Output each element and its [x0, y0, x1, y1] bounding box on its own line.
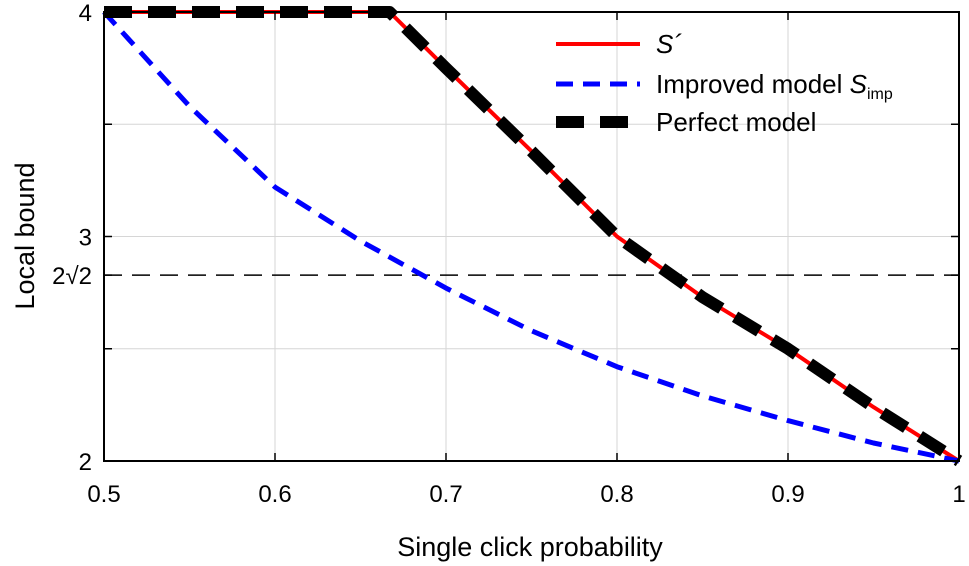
grid — [104, 12, 959, 461]
y-axis-label: Local bound — [10, 162, 40, 309]
x-tick-label-2: 0.7 — [429, 481, 462, 508]
x-axis-label: Single click probability — [397, 532, 663, 562]
legend-label-2: Perfect model — [656, 107, 816, 137]
legend-label-0: S´ — [656, 29, 682, 59]
y-tick-label-0: 2 — [79, 449, 92, 476]
series-group — [102, 6, 963, 467]
x-tick-label-4: 0.9 — [771, 481, 804, 508]
legend-label-subscript: imp — [867, 86, 893, 103]
x-tick-label-1: 0.6 — [258, 481, 291, 508]
legend: S´ Improved model Simp Perfect model — [556, 29, 893, 137]
x-tick-label-0: 0.5 — [87, 481, 120, 508]
series-line-1 — [102, 10, 960, 464]
x-tick-label-5: 1 — [952, 481, 965, 508]
y-axis-ticks: 2 2√2 3 4 — [52, 0, 959, 476]
y-tick-label-2: 3 — [79, 225, 92, 252]
series-line-2 — [104, 6, 963, 467]
legend-label-1: Improved model Simp — [656, 69, 893, 103]
y-tick-label-3: 4 — [79, 0, 92, 27]
x-axis-ticks: 0.5 0.6 0.7 0.8 0.9 1 — [87, 12, 966, 508]
legend-label-text: Improved model — [656, 69, 850, 99]
legend-label-symbol: S — [850, 69, 868, 99]
x-tick-label-3: 0.8 — [600, 481, 633, 508]
y-tick-label-1: 2√2 — [52, 263, 92, 290]
